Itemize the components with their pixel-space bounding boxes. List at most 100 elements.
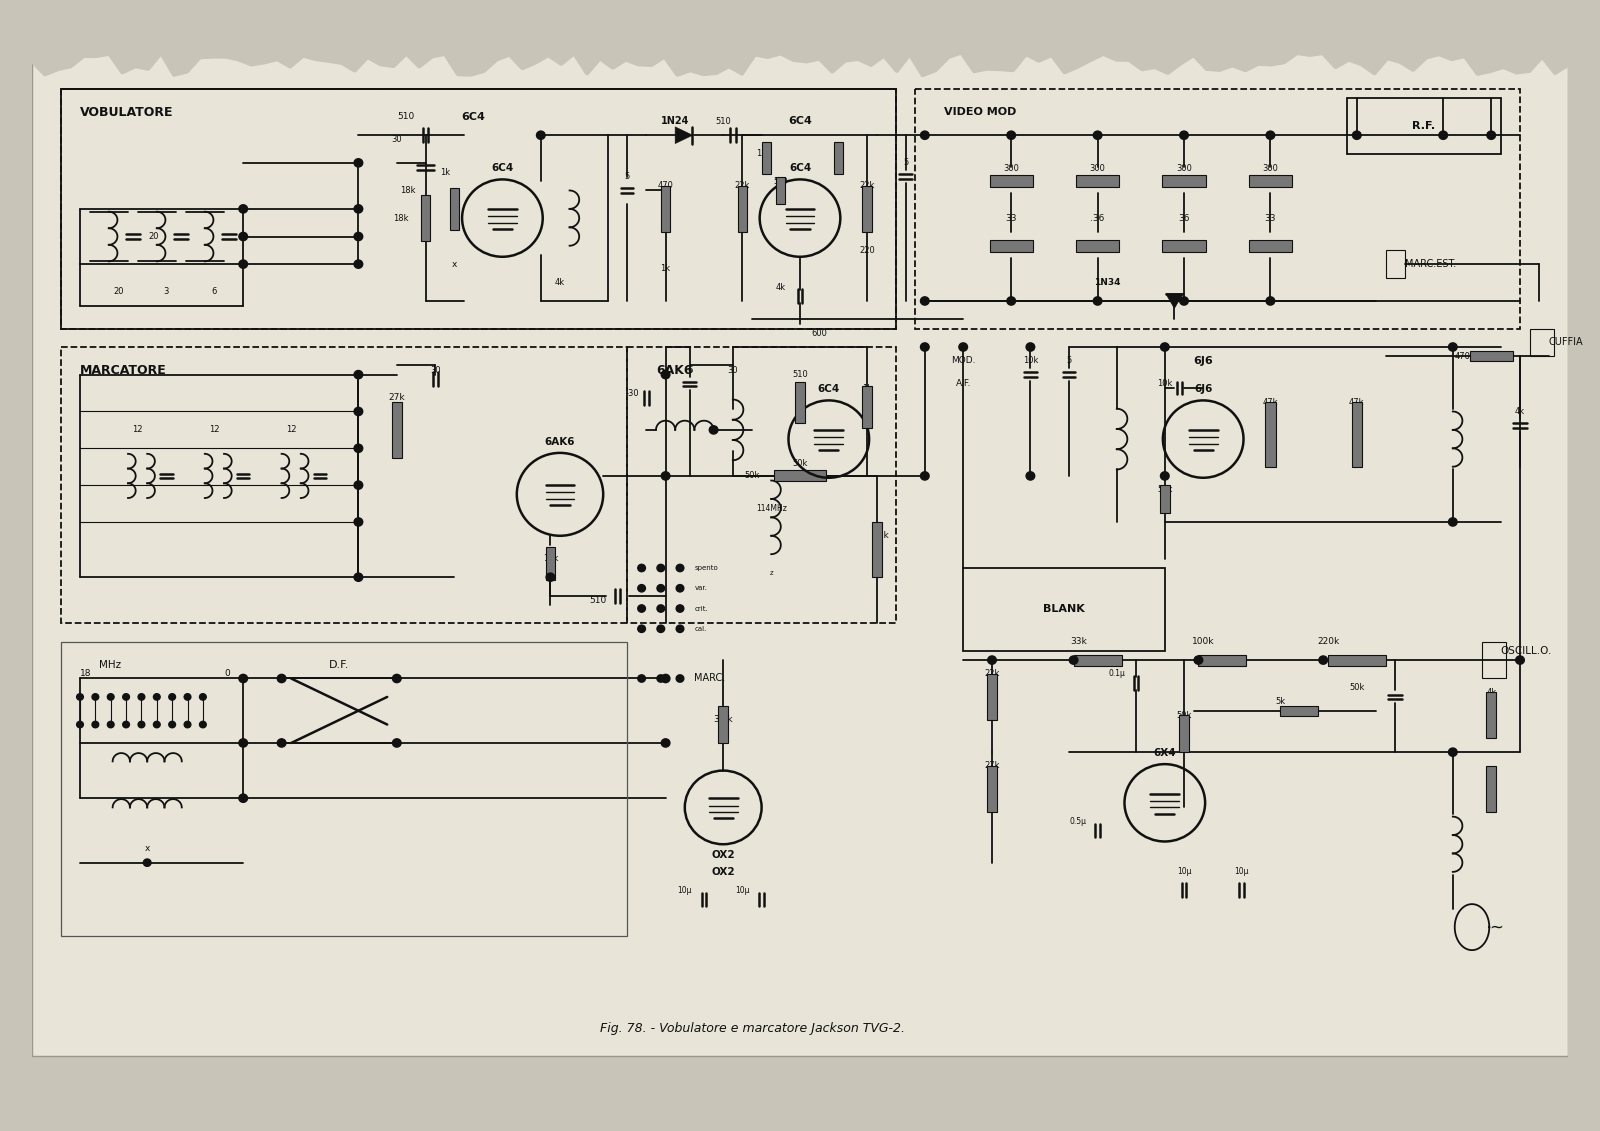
Text: 600: 600 (811, 329, 827, 338)
Bar (862, 185, 872, 232)
Circle shape (658, 675, 664, 682)
Text: 100k: 100k (1192, 637, 1214, 646)
Text: 27k: 27k (984, 761, 1000, 770)
Text: 6: 6 (686, 365, 693, 374)
Circle shape (638, 625, 645, 632)
Bar (1386, 250, 1405, 278)
Circle shape (638, 564, 645, 571)
Circle shape (1160, 472, 1170, 480)
Text: D.F.: D.F. (330, 659, 349, 670)
Circle shape (354, 573, 363, 581)
Circle shape (920, 296, 930, 305)
Circle shape (392, 739, 402, 748)
Circle shape (170, 693, 176, 700)
Text: 6: 6 (211, 287, 218, 296)
Text: 10µ: 10µ (1234, 867, 1250, 877)
Text: 33: 33 (1005, 214, 1018, 223)
Circle shape (277, 674, 286, 683)
Text: 6C4: 6C4 (818, 385, 840, 395)
Text: 1k: 1k (440, 167, 450, 176)
Circle shape (1026, 343, 1035, 351)
Circle shape (677, 564, 683, 571)
Text: 4k: 4k (1515, 407, 1525, 416)
Text: 510: 510 (590, 596, 606, 605)
Circle shape (354, 158, 363, 167)
Text: 4k: 4k (1486, 688, 1496, 697)
Text: 33k: 33k (1070, 637, 1086, 646)
Bar (1250, 175, 1293, 188)
Bar (776, 176, 786, 205)
Circle shape (154, 722, 160, 727)
Circle shape (1352, 131, 1362, 139)
Text: 4k: 4k (555, 278, 565, 287)
Text: MARC.: MARC. (694, 673, 726, 683)
Text: MOD.: MOD. (950, 356, 976, 365)
Bar (421, 195, 430, 241)
Bar (450, 188, 459, 230)
Text: 22k: 22k (984, 670, 1000, 679)
Bar (1266, 403, 1275, 467)
Text: BLANK: BLANK (1043, 604, 1085, 614)
Text: 1k: 1k (834, 154, 843, 163)
Circle shape (958, 343, 968, 351)
Bar (1352, 403, 1362, 467)
Circle shape (709, 425, 718, 434)
Text: 6C4: 6C4 (789, 116, 811, 127)
Circle shape (170, 722, 176, 727)
Text: 4k: 4k (1486, 766, 1496, 775)
Circle shape (920, 343, 930, 351)
Text: R.F.: R.F. (1413, 121, 1435, 131)
Circle shape (354, 407, 363, 415)
Circle shape (1093, 296, 1102, 305)
Circle shape (638, 675, 645, 682)
Circle shape (354, 444, 363, 452)
Bar (795, 381, 805, 423)
Circle shape (1438, 131, 1448, 139)
Circle shape (200, 722, 206, 727)
Circle shape (546, 573, 555, 581)
Bar (987, 766, 997, 812)
Text: CUFFIA: CUFFIA (1549, 337, 1584, 347)
Text: 510: 510 (715, 116, 731, 126)
Circle shape (354, 205, 363, 213)
Text: 27k: 27k (389, 394, 405, 403)
Circle shape (138, 722, 146, 727)
Bar (1250, 240, 1293, 252)
Text: 50k: 50k (1176, 710, 1192, 719)
Bar (1470, 351, 1514, 361)
Bar (546, 547, 555, 579)
Text: 470: 470 (658, 181, 674, 190)
Circle shape (661, 674, 670, 683)
Text: 6C4: 6C4 (789, 163, 811, 173)
Bar (1530, 329, 1554, 356)
Circle shape (392, 674, 402, 683)
Text: 20: 20 (114, 287, 123, 296)
Text: 10k: 10k (874, 532, 890, 541)
Text: 0.5µ: 0.5µ (1070, 817, 1086, 826)
Text: 6X4: 6X4 (1154, 748, 1176, 758)
Circle shape (77, 722, 83, 727)
Bar (1179, 715, 1189, 752)
Bar (1482, 641, 1506, 679)
Bar (872, 523, 882, 577)
Text: 50k: 50k (744, 472, 760, 481)
Bar (1486, 766, 1496, 812)
Text: 33: 33 (1264, 214, 1277, 223)
Circle shape (238, 674, 248, 683)
Circle shape (658, 605, 664, 612)
Circle shape (536, 131, 546, 139)
Circle shape (1093, 131, 1102, 139)
Text: 4k: 4k (776, 283, 786, 292)
Circle shape (920, 472, 930, 480)
Bar (392, 403, 402, 458)
Text: 12: 12 (133, 425, 142, 434)
Circle shape (638, 605, 645, 612)
Text: 12: 12 (286, 425, 296, 434)
Bar (1074, 655, 1122, 666)
Text: 470: 470 (1454, 352, 1470, 361)
Text: 10µ: 10µ (1176, 867, 1192, 877)
Text: 1k: 1k (757, 149, 766, 158)
Circle shape (200, 693, 206, 700)
Circle shape (123, 693, 130, 700)
Bar (1486, 692, 1496, 739)
